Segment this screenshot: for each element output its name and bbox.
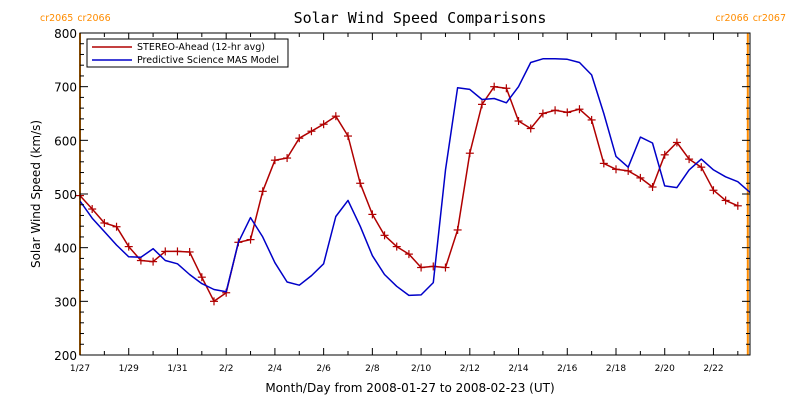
x-tick-label: 2/14 (508, 364, 528, 374)
series-line-1 (79, 58, 751, 297)
legend: STEREO-Ahead (12-hr avg) Predictive Scie… (86, 38, 289, 68)
x-axis-label: Month/Day from 2008-01-27 to 2008-02-23 … (265, 381, 554, 395)
data-point (185, 247, 194, 256)
data-point (478, 100, 486, 109)
plot-frame (79, 32, 751, 356)
data-point (660, 150, 669, 159)
data-point (563, 108, 572, 117)
data-point (672, 138, 681, 147)
x-tick-label: 2/6 (316, 364, 331, 374)
data-point (307, 127, 316, 136)
data-point (636, 173, 645, 182)
y-tick-label: 600 (54, 134, 77, 148)
x-tick-label: 2/22 (703, 364, 723, 374)
data-point (453, 225, 462, 234)
y-tick-label: 300 (54, 295, 77, 309)
y-tick-label: 500 (54, 188, 77, 202)
carrington-label: cr2065 cr2066 (40, 13, 111, 24)
data-point (612, 165, 620, 174)
carrington-label-left: cr2066 (715, 13, 748, 24)
data-point (319, 120, 328, 129)
data-point (721, 196, 730, 205)
x-tick-label: 2/2 (219, 364, 233, 374)
x-tick-label: 2/8 (365, 364, 380, 374)
x-tick-label: 2/16 (557, 364, 577, 374)
data-point (685, 155, 694, 164)
data-point (197, 273, 206, 282)
carrington-label-right: cr2066 (77, 13, 110, 24)
y-tick-label: 700 (54, 81, 77, 95)
y-tick-label: 800 (54, 27, 77, 41)
y-tick-label: 200 (54, 349, 77, 363)
data-point (380, 231, 389, 240)
data-point (551, 106, 560, 115)
data-point (173, 247, 182, 256)
data-point (417, 263, 426, 272)
data-point (441, 263, 450, 272)
series-line-0 (79, 85, 739, 303)
x-tick-label: 1/31 (167, 364, 187, 374)
x-tick-label: 2/12 (460, 364, 480, 374)
data-point (587, 115, 596, 124)
data-point (526, 124, 535, 133)
data-point (465, 149, 474, 158)
data-point (599, 159, 608, 168)
x-tick-label: 2/20 (655, 364, 675, 374)
chart-title: Solar Wind Speed Comparisons (294, 9, 547, 27)
axes: 200 300 400 500 600 700 800 1/27 1/29 1/31 2/2 2/4 2… (54, 27, 751, 374)
data-point (246, 235, 255, 244)
y-axis-label: Solar Wind Speed (km/s) (29, 120, 43, 268)
legend-label-mas-model: Predictive Science MAS Model (137, 55, 279, 66)
carrington-label: cr2066 cr2067 (715, 13, 786, 24)
carrington-label-right: cr2067 (753, 13, 786, 24)
data-point (112, 222, 121, 231)
data-point (283, 154, 292, 163)
data-point (514, 117, 523, 126)
data-point (624, 166, 633, 175)
data-point (295, 134, 304, 143)
data-point (100, 218, 109, 227)
data-point (161, 247, 170, 256)
legend-box (86, 38, 289, 68)
data-point (356, 179, 365, 188)
x-tick-label: 2/18 (606, 364, 626, 374)
x-tick-label: 1/29 (119, 364, 139, 374)
data-point (575, 105, 584, 114)
data-point (270, 156, 279, 165)
data-point (368, 210, 377, 219)
x-tick-label: 2/4 (268, 364, 283, 374)
carrington-label-left: cr2065 (40, 13, 73, 24)
legend-label-stereo: STEREO-Ahead (12-hr avg) (137, 42, 265, 53)
data-point (697, 163, 706, 172)
data-point (733, 201, 742, 210)
data-point (149, 257, 158, 266)
x-tick-label: 2/10 (411, 364, 431, 374)
series-layer (76, 58, 751, 306)
data-point (709, 186, 718, 195)
data-point (404, 250, 413, 259)
data-point (124, 242, 133, 251)
data-point (210, 297, 218, 306)
x-tick-label: 1/27 (70, 364, 90, 374)
data-point (490, 82, 499, 91)
data-point (538, 109, 547, 118)
data-point (258, 187, 267, 196)
data-point (331, 112, 340, 121)
data-point (502, 84, 511, 93)
data-point (392, 242, 401, 251)
y-tick-label: 400 (54, 242, 77, 256)
data-point (88, 205, 97, 214)
data-point (429, 262, 438, 271)
data-point (344, 132, 352, 141)
data-point (648, 183, 657, 192)
